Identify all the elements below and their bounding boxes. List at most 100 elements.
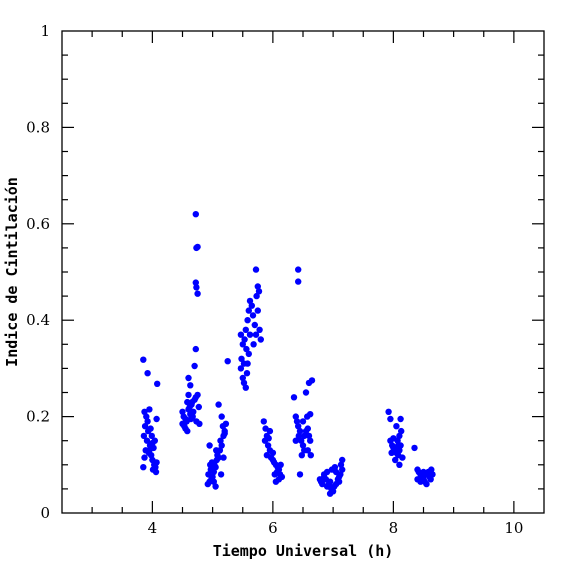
data-point	[184, 427, 191, 435]
data-point	[243, 370, 251, 377]
data-point	[147, 425, 154, 432]
axis-ticks	[62, 31, 544, 513]
data-point	[299, 418, 307, 425]
data-point	[385, 408, 392, 415]
data-point	[290, 394, 298, 401]
data-point	[326, 490, 334, 497]
data-point	[179, 408, 186, 415]
data-point	[237, 365, 245, 372]
data-point	[152, 468, 160, 476]
data-point	[331, 464, 339, 471]
data-point	[194, 391, 201, 399]
data-point	[141, 423, 149, 430]
data-point	[250, 341, 257, 348]
data-point	[337, 461, 345, 468]
data-point	[251, 321, 258, 329]
data-point	[205, 471, 212, 478]
data-point	[326, 478, 334, 485]
data-point	[292, 413, 299, 420]
data-point	[296, 471, 304, 478]
y-tick-label: 0.4	[26, 311, 50, 329]
tick-labels: 4 6 8 10 0 0.2 0.4 0.6 0.8 1	[26, 22, 523, 537]
data-point	[146, 406, 153, 413]
x-tick-label: 10	[504, 519, 523, 537]
data-point	[244, 317, 251, 324]
data-point	[144, 418, 151, 425]
data-point	[246, 331, 254, 338]
data-point	[304, 425, 311, 432]
data-point	[399, 454, 406, 461]
data-point	[249, 312, 257, 319]
data-point	[393, 423, 400, 430]
data-point	[218, 442, 225, 449]
data-point	[335, 478, 343, 485]
data-point	[423, 480, 430, 488]
data-point	[305, 432, 313, 440]
data-point	[246, 297, 254, 305]
data-point	[217, 437, 224, 444]
data-point	[143, 437, 151, 444]
data-point	[252, 331, 260, 338]
data-point	[144, 370, 151, 377]
data-point	[295, 432, 302, 440]
data-point	[213, 447, 220, 454]
data-point	[220, 454, 227, 461]
y-tick-label: 1	[40, 22, 50, 40]
data-point	[141, 454, 148, 461]
data-point	[396, 432, 403, 440]
data-point	[266, 427, 274, 435]
data-point	[390, 435, 397, 442]
data-point	[239, 341, 246, 348]
data-point	[272, 478, 280, 485]
data-point	[141, 408, 148, 415]
data-point	[146, 447, 153, 454]
data-point	[148, 452, 155, 459]
data-point	[194, 243, 201, 251]
data-point	[339, 466, 346, 473]
data-point	[214, 452, 221, 459]
data-point	[196, 420, 203, 427]
data-point	[323, 468, 331, 476]
data-point	[414, 476, 421, 483]
data-point	[257, 336, 264, 343]
data-point	[240, 360, 248, 367]
data-point	[264, 442, 272, 449]
data-point	[238, 355, 245, 362]
y-tick-label: 0.6	[26, 215, 50, 233]
data-point	[254, 283, 261, 290]
data-point	[243, 345, 250, 353]
data-point	[265, 435, 272, 442]
data-point	[255, 288, 263, 295]
data-point	[339, 456, 346, 464]
y-tick-label: 0.8	[26, 118, 50, 136]
data-point	[185, 374, 192, 382]
data-point	[302, 389, 310, 396]
y-tick-label: 0.2	[26, 408, 50, 426]
data-point	[245, 307, 252, 314]
data-point	[188, 398, 196, 406]
data-point	[191, 362, 198, 370]
data-point	[388, 449, 395, 456]
data-point	[307, 437, 314, 444]
data-point	[185, 391, 192, 399]
data-point	[398, 427, 405, 435]
data-point	[206, 442, 213, 449]
data-point	[195, 403, 202, 411]
data-point	[207, 466, 214, 473]
data-point	[395, 442, 402, 449]
data-point	[153, 459, 160, 466]
data-point	[179, 420, 186, 427]
data-point	[428, 466, 435, 473]
x-tick-label: 8	[389, 519, 399, 537]
data-point	[153, 415, 160, 423]
data-point	[224, 358, 231, 365]
data-point	[240, 379, 248, 387]
data-point	[298, 452, 305, 459]
data-point	[192, 211, 199, 218]
data-point	[143, 413, 150, 420]
data-point	[254, 307, 261, 314]
data-point	[271, 471, 278, 478]
data-point	[222, 420, 230, 427]
data-point	[194, 290, 201, 297]
data-point	[207, 461, 214, 468]
